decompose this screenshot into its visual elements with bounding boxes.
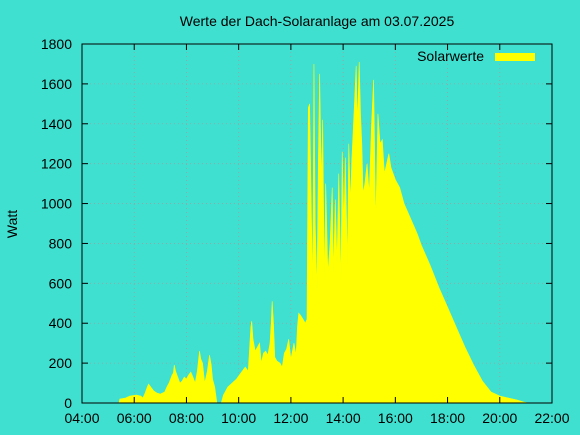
y-tick-label: 1400 [41,116,72,132]
x-tick-label: 20:00 [482,410,517,426]
y-tick-label: 1800 [41,36,72,52]
x-tick-label: 18:00 [430,410,465,426]
y-axis-label: Watt [4,210,20,238]
legend-label: Solarwerte [417,48,484,64]
plot-frame [81,43,553,404]
legend-swatch [495,53,535,61]
x-tick-label: 08:00 [169,410,204,426]
x-tick-label: 12:00 [273,410,308,426]
x-tick-label: 06:00 [117,410,152,426]
series-area [118,61,529,404]
x-tick-label: 10:00 [221,410,256,426]
y-tick-label: 1600 [41,76,72,92]
y-tick-label: 400 [49,315,73,331]
x-tick-label: 14:00 [326,410,361,426]
axis-ticks: 04:00 06:00 08:00 10:00 12:00 14:00 16:00 18:00… [41,36,570,426]
y-tick-label: 1200 [41,156,72,172]
y-tick-label: 1000 [41,196,72,212]
y-tick-label: 200 [49,355,73,371]
y-tick-label: 600 [49,275,73,291]
y-tick-label: 0 [64,395,72,411]
x-tick-label: 22:00 [534,410,569,426]
chart-title: Werte der Dach-Solaranlage am 03.07.2025 [180,13,455,29]
x-tick-label: 04:00 [64,410,99,426]
y-tick-label: 800 [49,235,73,251]
series-area-solarwerte [118,61,529,404]
legend: Solarwerte [417,48,535,64]
x-tick-label: 16:00 [378,410,413,426]
